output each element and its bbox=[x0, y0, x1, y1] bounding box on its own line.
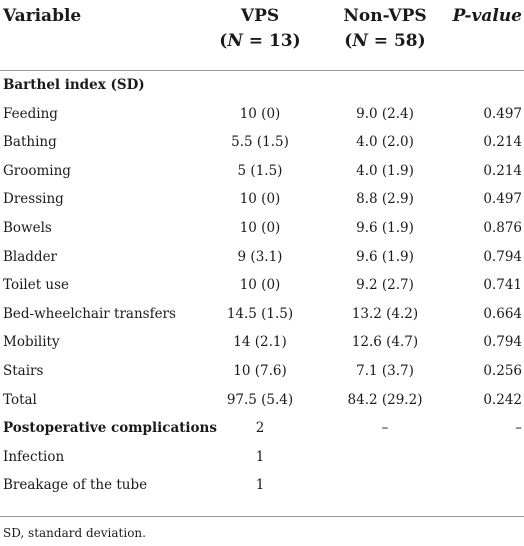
cell-nonvps: 9.2 (2.7) bbox=[356, 277, 414, 294]
cell-nonvps: 12.6 (4.7) bbox=[351, 334, 419, 351]
cell-variable: Grooming bbox=[3, 162, 71, 179]
cell-vps: 10 (0) bbox=[239, 277, 281, 294]
cell-p-value: 0.876 bbox=[483, 219, 522, 236]
table-row: Toilet use 10 (0) 9.2 (2.7) 0.741 bbox=[0, 271, 524, 300]
cell-vps: 10 (7.6) bbox=[233, 362, 287, 379]
cell-variable: Total bbox=[3, 391, 37, 408]
header-p-value-text: P-value bbox=[452, 6, 522, 26]
cell-p-value: 0.794 bbox=[483, 334, 522, 351]
table-row: Bowels 10 (0) 9.6 (1.9) 0.876 bbox=[0, 214, 524, 243]
cell-vps: 10 (0) bbox=[239, 219, 281, 236]
table-header: Variable VPS (N = 13) Non-VPS (N = 58) P… bbox=[0, 0, 524, 70]
cell-variable: Toilet use bbox=[3, 277, 70, 294]
footer-divider bbox=[0, 516, 524, 517]
cell-vps: 1 bbox=[255, 477, 265, 494]
cell-variable: Postoperative complications bbox=[3, 420, 217, 437]
header-nonvps-n: (N = 58) bbox=[315, 29, 455, 54]
cell-variable: Bowels bbox=[3, 219, 52, 236]
table-row: Breakage of the tube 1 bbox=[0, 471, 524, 500]
cell-variable: Breakage of the tube bbox=[3, 477, 148, 494]
cell-p-value: 0.214 bbox=[483, 134, 522, 151]
cell-nonvps: 4.0 (1.9) bbox=[356, 162, 414, 179]
header-nonvps: Non-VPS (N = 58) bbox=[315, 4, 455, 54]
header-vps-n: (N = 13) bbox=[205, 29, 315, 54]
cell-nonvps: 13.2 (4.2) bbox=[351, 305, 419, 322]
table-row: Bathing 5.5 (1.5) 4.0 (2.0) 0.214 bbox=[0, 128, 524, 157]
cell-vps: 5.5 (1.5) bbox=[231, 134, 289, 151]
cell-vps: 97.5 (5.4) bbox=[226, 391, 294, 408]
cell-nonvps: 4.0 (2.0) bbox=[356, 134, 414, 151]
cell-nonvps: 9.6 (1.9) bbox=[356, 248, 414, 265]
cell-vps: 1 bbox=[255, 448, 265, 465]
cell-variable: Bed-wheelchair transfers bbox=[3, 305, 176, 322]
header-variable: Variable bbox=[3, 6, 82, 26]
header-p-value: P-value bbox=[440, 4, 522, 29]
cell-p-value: 0.741 bbox=[483, 277, 522, 294]
cell-variable: Barthel index (SD) bbox=[3, 77, 145, 93]
cell-variable: Feeding bbox=[3, 105, 58, 122]
cell-vps: 2 bbox=[255, 420, 265, 437]
cell-vps: 10 (0) bbox=[239, 191, 281, 208]
cell-variable: Bladder bbox=[3, 248, 58, 265]
cell-p-value: 0.664 bbox=[483, 305, 522, 322]
cell-nonvps: 7.1 (3.7) bbox=[356, 362, 414, 379]
cell-vps: 14 (2.1) bbox=[233, 334, 287, 351]
table-row: Dressing 10 (0) 8.8 (2.9) 0.497 bbox=[0, 185, 524, 214]
cell-vps: 9 (3.1) bbox=[237, 248, 283, 265]
cell-p-value: 0.497 bbox=[483, 191, 522, 208]
cell-p-value: 0.256 bbox=[483, 362, 522, 379]
header-nonvps-n-text: (N = 58) bbox=[344, 31, 426, 51]
cell-variable: Bathing bbox=[3, 134, 57, 151]
cell-p-value: 0.794 bbox=[483, 248, 522, 265]
header-divider bbox=[0, 70, 524, 71]
table-row: Stairs 10 (7.6) 7.1 (3.7) 0.256 bbox=[0, 357, 524, 386]
cell-nonvps: 9.6 (1.9) bbox=[356, 219, 414, 236]
table-row: Feeding 10 (0) 9.0 (2.4) 0.497 bbox=[0, 100, 524, 129]
table-row-section-complications: Postoperative complications 2 – – bbox=[0, 414, 524, 443]
cell-vps: 10 (0) bbox=[239, 105, 281, 122]
table-body: Barthel index (SD) Feeding 10 (0) 9.0 (2… bbox=[0, 71, 524, 500]
table-footnote: SD, standard deviation. bbox=[3, 526, 146, 540]
table-row: Mobility 14 (2.1) 12.6 (4.7) 0.794 bbox=[0, 328, 524, 357]
cell-variable: Stairs bbox=[3, 362, 44, 379]
cell-nonvps: 9.0 (2.4) bbox=[356, 105, 414, 122]
cell-variable: Infection bbox=[3, 448, 65, 465]
cell-nonvps: 8.8 (2.9) bbox=[356, 191, 414, 208]
table-row: Bed-wheelchair transfers 14.5 (1.5) 13.2… bbox=[0, 300, 524, 329]
cell-nonvps: 84.2 (29.2) bbox=[347, 391, 423, 408]
header-vps-label: VPS bbox=[240, 6, 280, 26]
cell-p-value: 0.497 bbox=[483, 105, 522, 122]
header-vps: VPS (N = 13) bbox=[205, 4, 315, 54]
header-nonvps-label: Non-VPS bbox=[343, 6, 427, 26]
cell-vps: 5 (1.5) bbox=[237, 162, 283, 179]
header-vps-n-text: (N = 13) bbox=[219, 31, 301, 51]
cell-variable: Mobility bbox=[3, 334, 60, 351]
cell-p-value: – bbox=[515, 420, 522, 437]
table-row: Bladder 9 (3.1) 9.6 (1.9) 0.794 bbox=[0, 243, 524, 272]
cell-nonvps: – bbox=[381, 420, 389, 437]
cell-vps: 14.5 (1.5) bbox=[226, 305, 294, 322]
cell-p-value: 0.242 bbox=[483, 391, 522, 408]
table-row: Infection 1 bbox=[0, 443, 524, 472]
cell-variable: Dressing bbox=[3, 191, 64, 208]
cell-p-value: 0.214 bbox=[483, 162, 522, 179]
table-row: Grooming 5 (1.5) 4.0 (1.9) 0.214 bbox=[0, 157, 524, 186]
table-row: Total 97.5 (5.4) 84.2 (29.2) 0.242 bbox=[0, 386, 524, 415]
table-row-section-barthel: Barthel index (SD) bbox=[0, 71, 524, 100]
